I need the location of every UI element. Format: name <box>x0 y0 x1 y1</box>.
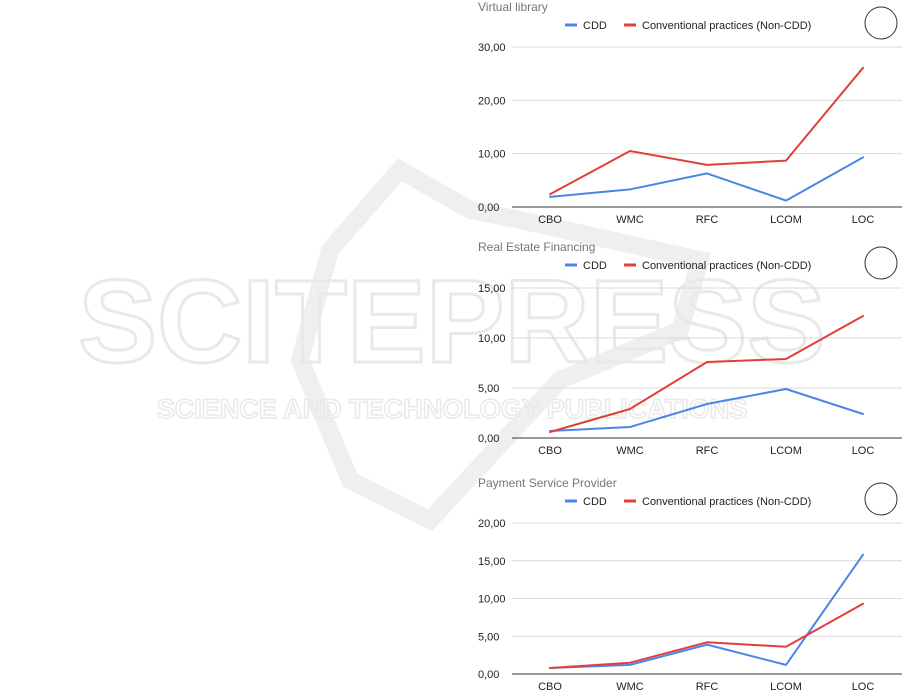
chart-title: Real Estate Financing <box>478 240 595 254</box>
legend-label: CDD <box>583 260 607 272</box>
legend-label: CDD <box>583 496 607 508</box>
x-tick-label: RFC <box>696 681 719 692</box>
y-tick-label: 10,00 <box>478 149 506 161</box>
circle-marker-icon <box>864 246 898 280</box>
chart-panel-2: Real Estate Financing CDD Conventional pra… <box>478 240 902 457</box>
series-line-non-cdd <box>549 602 864 669</box>
chart-title: Virtual library <box>478 0 548 14</box>
y-tick-label: 0,00 <box>478 433 499 445</box>
y-tick-label: 20,00 <box>478 95 506 107</box>
y-tick-label: 10,00 <box>478 333 506 345</box>
y-tick-label: 0,00 <box>478 202 499 214</box>
x-tick-label: RFC <box>696 214 719 226</box>
series-line-cdd <box>549 553 864 669</box>
x-tick-label: LCOM <box>770 214 802 226</box>
x-tick-label: LCOM <box>770 681 802 692</box>
chart-panel-1: Virtual library CDD Conventional practices… <box>478 0 902 226</box>
x-tick-label: WMC <box>616 214 644 226</box>
circle-marker-icon <box>864 6 898 40</box>
legend-label: Conventional practices (Non-CDD) <box>642 20 811 32</box>
x-tick-label: RFC <box>696 445 719 457</box>
x-tick-label: LOC <box>852 445 875 457</box>
x-tick-label: CBO <box>538 681 562 692</box>
y-tick-label: 5,00 <box>478 383 499 395</box>
x-tick-label: LOC <box>852 681 875 692</box>
chart-title: Payment Service Provider <box>478 476 617 490</box>
series-line-cdd <box>549 156 864 202</box>
x-tick-label: CBO <box>538 445 562 457</box>
y-tick-label: 5,00 <box>478 631 499 643</box>
y-tick-label: 10,00 <box>478 594 506 606</box>
x-tick-label: WMC <box>616 445 644 457</box>
y-tick-label: 0,00 <box>478 669 499 681</box>
y-tick-label: 30,00 <box>478 42 506 54</box>
series-line-non-cdd <box>549 315 864 433</box>
legend-label: Conventional practices (Non-CDD) <box>642 260 811 272</box>
x-tick-label: LOC <box>852 214 875 226</box>
x-tick-label: WMC <box>616 681 644 692</box>
legend-label: CDD <box>583 20 607 32</box>
chart-panel-3: Payment Service Provider CDD Conventional … <box>478 476 902 692</box>
y-tick-label: 15,00 <box>478 556 506 568</box>
x-tick-label: LCOM <box>770 445 802 457</box>
legend-label: Conventional practices (Non-CDD) <box>642 496 811 508</box>
series-line-cdd <box>549 388 864 432</box>
y-tick-label: 20,00 <box>478 518 506 530</box>
series-line-non-cdd <box>549 66 864 196</box>
y-tick-label: 15,00 <box>478 283 506 295</box>
x-tick-label: CBO <box>538 214 562 226</box>
circle-marker-icon <box>864 482 898 516</box>
